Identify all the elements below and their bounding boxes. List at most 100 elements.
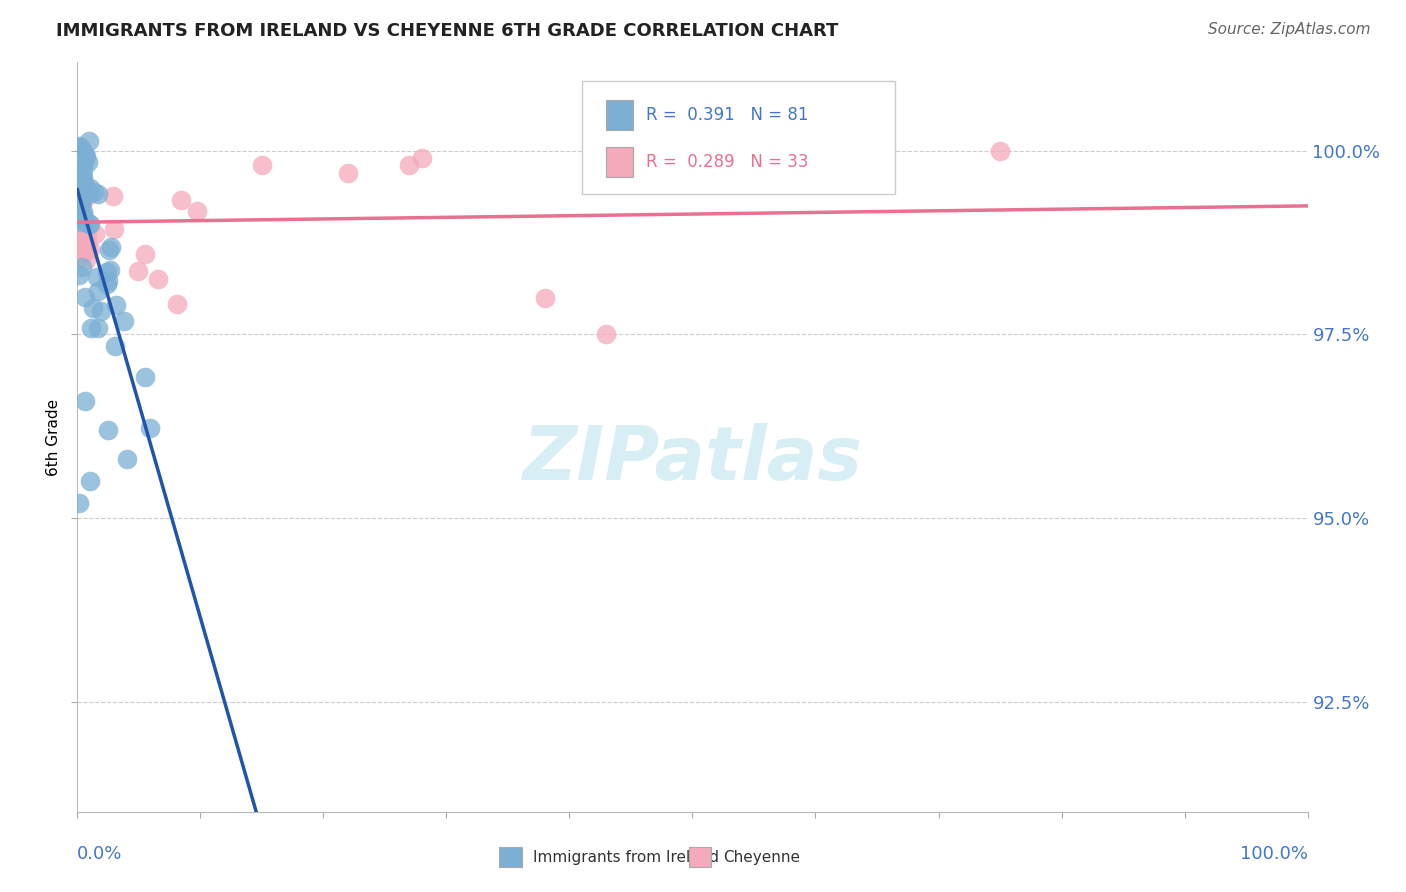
Point [100, 263, 122, 277]
Point [72, 169, 94, 184]
Point [69, 152, 91, 166]
Point [70, 225, 93, 239]
Point [398, 158, 420, 172]
Text: ZIPatlas: ZIPatlas [523, 423, 862, 496]
Point [75, 290, 97, 304]
Point [70, 141, 93, 155]
Point [166, 297, 188, 311]
Point [67, 496, 90, 510]
Point [82, 301, 104, 315]
Point [70, 153, 93, 168]
Point [76, 244, 98, 259]
Point [70, 242, 93, 256]
Point [73, 148, 96, 162]
Point [73, 186, 96, 201]
Point [70, 144, 93, 158]
Point [72, 174, 94, 188]
Point [534, 291, 557, 305]
Point [73, 393, 96, 408]
Point [67, 207, 90, 221]
Point [72, 207, 94, 221]
Point [79, 181, 101, 195]
Point [988, 144, 1011, 158]
Point [79, 218, 101, 232]
Text: Source: ZipAtlas.com: Source: ZipAtlas.com [1208, 22, 1371, 37]
Point [72, 144, 94, 158]
Point [98, 243, 121, 257]
Point [67, 157, 90, 171]
Point [103, 222, 125, 236]
Point [76, 236, 98, 251]
Point [411, 151, 433, 165]
Point [134, 246, 156, 260]
Point [70, 186, 93, 201]
Point [67, 268, 90, 282]
Point [75, 252, 97, 267]
Point [86, 269, 108, 284]
Point [70, 196, 93, 211]
Point [170, 193, 193, 207]
Bar [606, 100, 634, 130]
Point [69, 149, 91, 163]
Point [67, 191, 90, 205]
Point [90, 303, 112, 318]
Point [97, 274, 120, 288]
Point [73, 155, 96, 169]
Point [70, 193, 93, 207]
Point [337, 166, 360, 180]
Point [69, 163, 91, 178]
Point [70, 190, 93, 204]
Point [69, 200, 91, 214]
Point [595, 327, 617, 342]
Point [69, 175, 91, 189]
Point [250, 158, 273, 172]
Point [67, 152, 90, 166]
Point [77, 217, 100, 231]
Point [112, 314, 135, 328]
Point [73, 176, 96, 190]
Text: R =  0.289   N = 33: R = 0.289 N = 33 [645, 153, 808, 171]
Y-axis label: 6th Grade: 6th Grade [46, 399, 62, 475]
Point [76, 188, 98, 202]
Point [87, 187, 110, 202]
Point [72, 163, 94, 178]
Point [69, 140, 91, 154]
Point [75, 214, 97, 228]
Point [67, 211, 90, 225]
Text: 100.0%: 100.0% [1240, 845, 1308, 863]
Point [67, 249, 90, 263]
Point [73, 234, 96, 248]
Point [100, 240, 122, 254]
Point [105, 297, 128, 311]
Point [67, 152, 90, 166]
Bar [606, 147, 634, 178]
Point [73, 211, 96, 225]
Point [134, 370, 156, 384]
Point [96, 265, 118, 279]
Point [73, 182, 96, 196]
Point [79, 242, 101, 256]
Point [67, 189, 90, 203]
Point [97, 423, 120, 437]
Point [72, 205, 94, 219]
Text: R =  0.391   N = 81: R = 0.391 N = 81 [645, 106, 808, 124]
Point [115, 452, 138, 467]
Point [70, 196, 93, 211]
Point [66, 203, 89, 218]
Point [69, 177, 91, 191]
Point [76, 228, 98, 243]
Point [70, 203, 93, 218]
Point [67, 164, 90, 178]
Point [127, 263, 149, 277]
Point [101, 189, 124, 203]
Point [67, 138, 90, 153]
Point [79, 474, 101, 488]
Point [87, 321, 110, 335]
Point [77, 134, 100, 148]
Point [70, 215, 93, 229]
Point [69, 211, 91, 225]
Point [69, 163, 91, 178]
Text: Immigrants from Ireland: Immigrants from Ireland [533, 850, 718, 864]
Point [96, 277, 118, 292]
Text: 0.0%: 0.0% [77, 845, 122, 863]
